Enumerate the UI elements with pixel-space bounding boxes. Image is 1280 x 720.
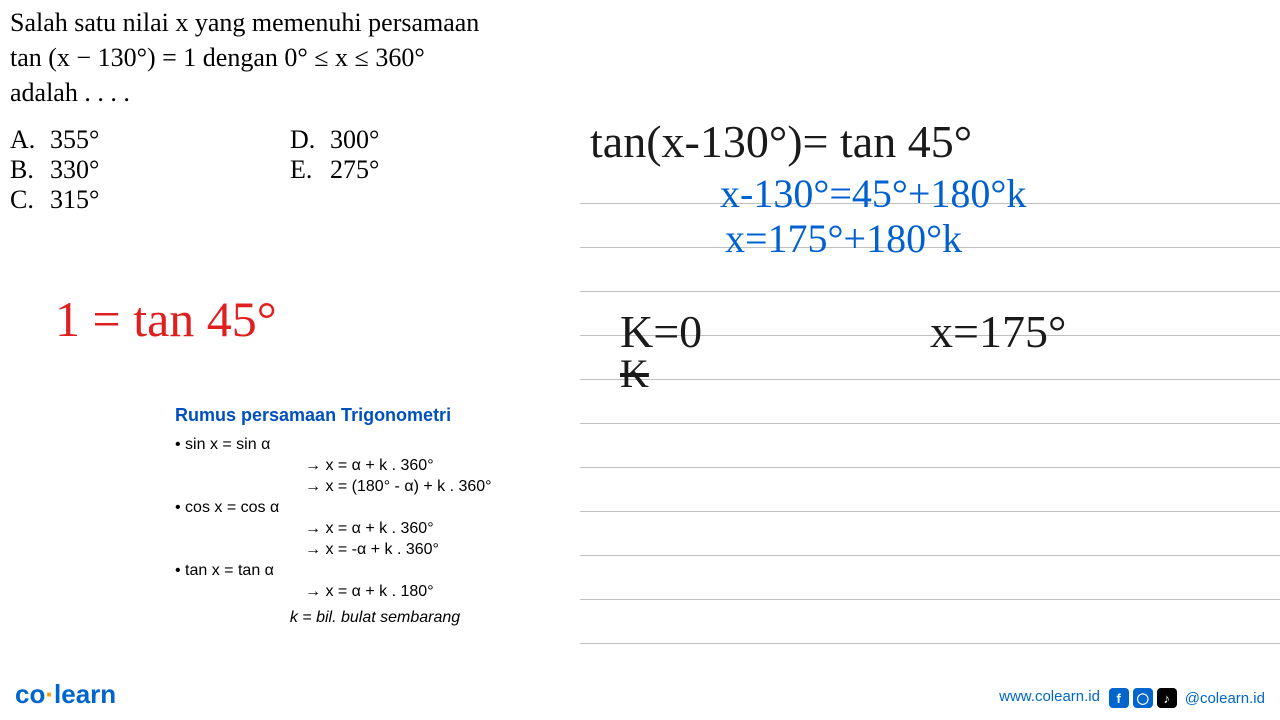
tiktok-icon: ♪ xyxy=(1157,688,1177,708)
hw-black-3: x=175° xyxy=(930,305,1066,358)
opt-d-label: D. xyxy=(290,125,330,155)
hw-blue-1: x-130°=45°+180°k xyxy=(720,170,1026,217)
opt-b-label: B. xyxy=(10,155,50,185)
formula-cos2: → x = -α + k . 360° xyxy=(175,541,575,559)
opt-a-label: A. xyxy=(10,125,50,155)
formula-tan-head: • tan x = tan α xyxy=(175,562,575,580)
formula-title: Rumus persamaan Trigonometri xyxy=(175,405,575,426)
logo-part1: co xyxy=(15,679,45,709)
logo-dot: · xyxy=(45,679,54,709)
q-line1: Salah satu nilai x yang memenuhi persama… xyxy=(10,8,479,37)
facebook-icon: f xyxy=(1109,688,1129,708)
formula-cos1: → x = α + k . 360° xyxy=(175,520,575,538)
logo-part2: learn xyxy=(54,679,116,709)
opt-e-label: E. xyxy=(290,155,330,185)
formula-sin-head: • sin x = sin α xyxy=(175,436,575,454)
social-icons: f ◯ ♪ @colearn.id xyxy=(1109,688,1265,708)
formula-box: Rumus persamaan Trigonometri • sin x = s… xyxy=(175,405,575,630)
brand-logo: co·learn xyxy=(15,679,116,710)
formula-note: k = bil. bulat sembarang xyxy=(175,609,575,627)
hw-blue-2: x=175°+180°k xyxy=(725,215,962,262)
formula-sin2: → x = (180° - α) + k . 360° xyxy=(175,478,575,496)
social-handle: @colearn.id xyxy=(1185,690,1265,707)
hw-black-4: K xyxy=(620,350,649,397)
q-line3: adalah . . . . xyxy=(10,78,130,107)
formula-cos-head: • cos x = cos α xyxy=(175,499,575,517)
hw-black-1: tan(x-130°)= tan 45° xyxy=(590,115,972,168)
opt-c-label: C. xyxy=(10,185,50,215)
answer-options: A.355° D.300° B.330° E.275° C.315° xyxy=(10,125,570,215)
footer-url: www.colearn.id xyxy=(999,688,1100,705)
opt-b-text: 330° xyxy=(50,155,99,184)
footer: co·learn www.colearn.id f ◯ ♪ @colearn.i… xyxy=(0,680,1280,710)
question-text: Salah satu nilai x yang memenuhi persama… xyxy=(10,5,570,110)
q-line2: tan (x − 130°) = 1 dengan 0° ≤ x ≤ 360° xyxy=(10,43,425,72)
opt-d-text: 300° xyxy=(330,125,379,154)
opt-a-text: 355° xyxy=(50,125,99,154)
opt-c-text: 315° xyxy=(50,185,99,214)
opt-e-text: 275° xyxy=(330,155,379,184)
instagram-icon: ◯ xyxy=(1133,688,1153,708)
formula-tan1: → x = α + k . 180° xyxy=(175,583,575,601)
hw-red-1: 1 = tan 45° xyxy=(55,290,277,348)
formula-sin1: → x = α + k . 360° xyxy=(175,457,575,475)
